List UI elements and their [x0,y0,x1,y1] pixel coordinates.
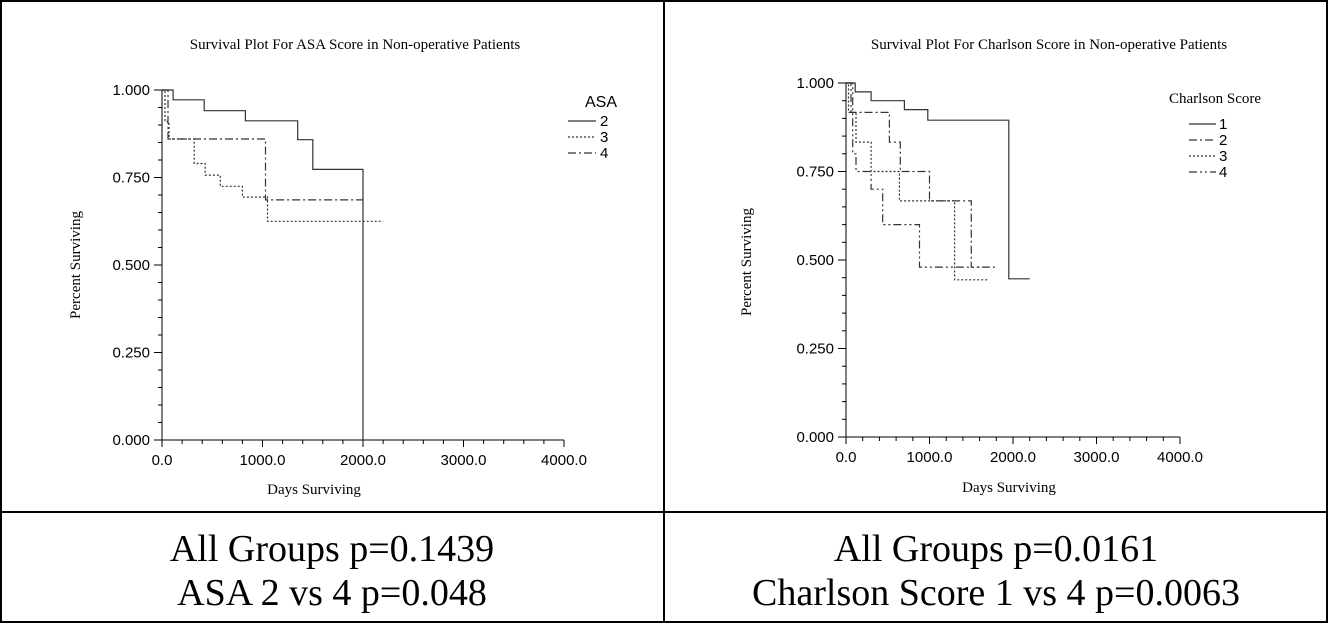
legend-label-4: 4 [1219,164,1227,181]
y-tick-label: 0.000 [112,432,150,449]
y-tick-label: 1.000 [112,82,150,99]
y-tick-label: 0.500 [796,252,834,269]
chart-axes [845,83,1180,438]
series-2-line [162,89,364,440]
x-axis-label: Days Surviving [962,480,1056,496]
legend-title: ASA [585,94,617,111]
legend-title: Charlson Score [1169,91,1261,107]
x-tick-label: 0.0 [836,449,857,466]
x-tick-label: 4000.0 [1157,449,1203,466]
series-4-line [162,89,363,201]
x-tick-label: 1000.0 [240,452,286,469]
chart-series [162,89,384,440]
y-axis-label: Percent Surviving [68,211,84,319]
x-tick-label: 3000.0 [1074,449,1120,466]
charlson-pvalue-cell: All Groups p=0.0161 Charlson Score 1 vs … [664,528,1328,620]
x-tick-label: 0.0 [152,452,173,469]
y-axis-label: Percent Surviving [739,208,755,316]
x-tick-label: 2000.0 [990,449,1036,466]
y-tick-label: 0.750 [796,164,834,181]
x-tick-label: 1000.0 [907,449,953,466]
legend-label-3: 3 [1219,148,1227,165]
asa-survival-chart: Survival Plot For ASA Score in Non-opera… [68,37,617,498]
series-1-line [846,82,1030,280]
asa-pvalue-cell: All Groups p=0.1439 ASA 2 vs 4 p=0.048 [0,528,664,620]
legend-label-4: 4 [600,145,608,162]
y-tick-label: 0.250 [112,345,150,362]
x-axis-label: Days Surviving [267,482,361,498]
series-2-line [846,82,997,268]
y-tick-label: 0.000 [796,429,834,446]
series-3-line [162,89,384,222]
legend-label-1: 1 [1219,116,1227,133]
chart-ticks: 0.000 0.250 0.500 0.750 1.000 0.0 1000.0 2000.0… [796,75,1202,466]
chart-legend: 234 [568,113,608,162]
x-tick-label: 4000.0 [541,452,587,469]
chart-ticks: 0.000 0.250 0.500 0.750 1.000 0.0 1000.0 2000.0… [112,82,586,469]
y-tick-label: 1.000 [796,75,834,92]
legend-label-3: 3 [600,129,608,146]
y-tick-label: 0.500 [112,257,150,274]
charlson-pvalue-line1: All Groups p=0.0161 [833,528,1159,570]
chart-series [846,82,1030,281]
chart-title: Survival Plot For Charlson Score in Non-… [871,37,1227,53]
x-tick-label: 3000.0 [441,452,487,469]
charlson-survival-chart: Survival Plot For Charlson Score in Non-… [739,37,1261,496]
y-tick-label: 0.250 [796,341,834,358]
legend-label-2: 2 [600,113,608,130]
chart-title: Survival Plot For ASA Score in Non-opera… [190,37,521,53]
legend-label-2: 2 [1219,132,1227,149]
x-tick-label: 2000.0 [340,452,386,469]
series-4-line [846,82,980,268]
asa-pvalue-line2: ASA 2 vs 4 p=0.048 [177,572,487,614]
charlson-pvalue-line2: Charlson Score 1 vs 4 p=0.0063 [752,572,1240,614]
y-tick-label: 0.750 [112,170,150,187]
asa-pvalue-line1: All Groups p=0.1439 [169,528,495,570]
